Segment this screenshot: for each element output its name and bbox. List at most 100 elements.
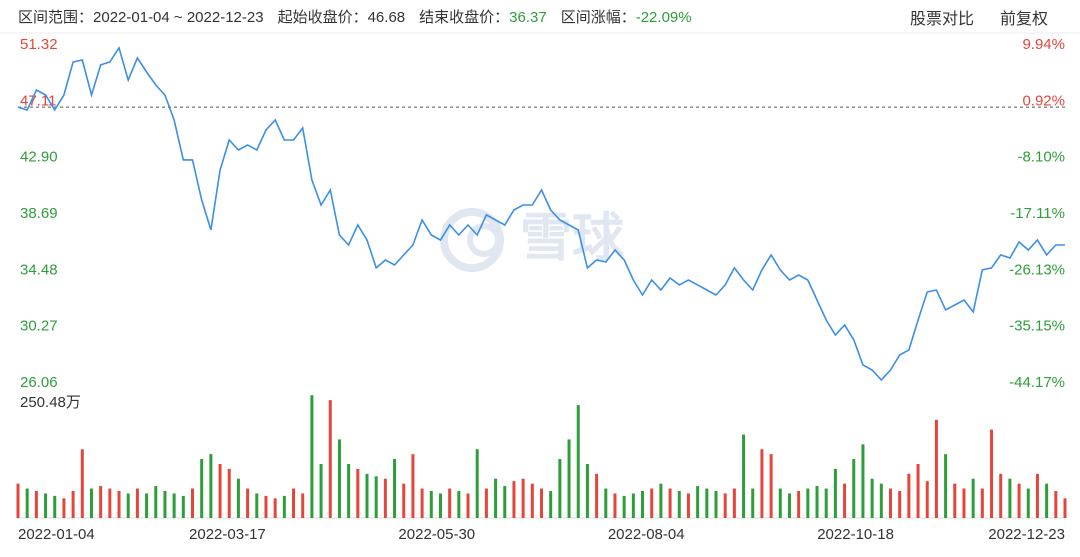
volume-bar [191,488,194,518]
volume-bar [328,400,332,518]
volume-bar [236,478,240,518]
volume-bar [181,495,185,518]
volume-bar [438,493,442,518]
volume-bar [686,493,690,518]
volume-bar [402,483,406,518]
volume-bar [576,405,580,518]
x-tick-label: 2022-12-23 [988,526,1065,543]
volume-bar [246,488,250,518]
y2-tick-label: 9.94% [1022,36,1065,53]
y2-tick-label: -26.13% [1009,261,1065,278]
y-tick-label: 34.48 [20,261,58,278]
volume-bar [907,473,911,518]
volume-bar [558,459,562,518]
volume-bar [990,429,994,518]
volume-bar [80,449,84,518]
volume-bar [595,473,599,518]
volume-bar [815,486,819,518]
volume-bar [787,493,791,518]
volume-bar [411,454,415,518]
y2-tick-label: -8.10% [1017,149,1065,166]
volume-bar [980,488,984,518]
volume-bar [659,483,663,518]
y2-tick-label: -35.15% [1009,318,1065,335]
x-tick-label: 2022-01-04 [18,526,95,543]
volume-bar [301,493,305,518]
volume-bar [751,488,755,518]
volume-bar [1017,483,1021,518]
header-value: -22.09% [636,9,692,26]
volume-bar [705,488,709,518]
watermark-logo [440,208,504,272]
volume-bar [732,488,736,518]
volume-bar [53,495,57,518]
header-button[interactable]: 股票对比 [910,10,974,28]
volume-bar [714,490,718,518]
volume-bar [34,490,38,518]
volume-bar [999,473,1003,518]
volume-bar [540,488,543,518]
volume-bar [108,488,112,518]
header-label: 起始收盘价： [278,8,368,26]
volume-bar [484,488,488,518]
volume-bar [135,488,139,518]
volume-bar [310,395,314,518]
volume-bar [89,488,93,518]
header-label: 区间涨幅： [561,9,636,26]
volume-bar [585,463,589,518]
volume-bar [631,493,635,518]
watermark: 雪球 [440,208,625,272]
volume-bar [282,495,286,518]
volume-tick-label: 250.48万 [20,394,81,411]
volume-bar [319,463,323,518]
volume-bar [1035,473,1039,518]
volume-bar [641,490,645,518]
volume-bar [889,488,892,518]
y-tick-label: 42.90 [20,149,58,166]
header-value: 36.37 [509,9,547,26]
volume-bar [521,478,525,518]
volume-bar [953,483,957,518]
volume-bar [567,439,571,518]
volume-bar [16,483,20,518]
volume-bar [512,481,516,518]
volume-bar [806,488,810,518]
y2-tick-label: 0.92% [1022,92,1065,109]
header-info: 区间范围：2022-01-04 ~ 2022-12-23 起始收盘价：46.68 结… [18,8,692,26]
volume-bar [374,476,378,518]
volume-bar [916,463,920,518]
volume-bar [255,493,259,518]
y2-tick-label: -44.17% [1009,374,1065,391]
x-tick-label: 2022-03-17 [189,526,266,543]
volume-bar [879,483,883,518]
header-button[interactable]: 前复权 [1000,10,1048,28]
volume-bar [356,468,360,518]
volume-bar [1063,498,1067,518]
volume-bar [898,490,902,518]
volume-bar [172,493,176,518]
x-tick-label: 2022-10-18 [817,526,894,543]
volume-bar [769,454,773,518]
volume-bar [696,486,700,518]
volume-bar [613,493,617,518]
volume-bar [1026,488,1030,518]
volume-bar [62,498,66,518]
volume-bar [337,439,341,518]
volume-bar [71,490,75,518]
volume-bar [962,488,966,518]
volume-bar [365,473,369,518]
volume-bar [861,444,865,518]
volume-bar [44,493,48,518]
volume-bar [870,478,874,518]
volume-bar [503,486,507,518]
volume-bar [622,495,626,518]
header-label: 区间范围： [18,9,93,26]
y-tick-label: 38.69 [20,205,58,222]
volume-bar [126,493,130,518]
y-tick-label: 30.27 [20,318,58,335]
volume-bar [494,478,498,518]
volume-bar [530,483,534,518]
price-line [17,45,1065,382]
